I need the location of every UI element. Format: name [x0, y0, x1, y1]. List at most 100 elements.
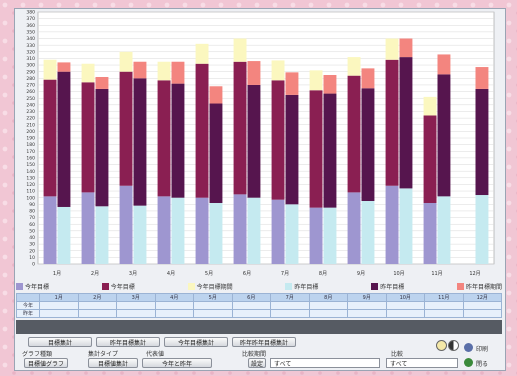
legend-label-3: 今年目標期間 [196, 283, 233, 291]
bar-target-2-6 [271, 60, 285, 81]
bar-target-1-5 [233, 61, 247, 195]
period-select[interactable]: すべて [270, 358, 380, 368]
y-tick-label-8: 80 [29, 209, 35, 215]
legend-swatch-4 [285, 282, 293, 290]
close-label[interactable]: 閉る [476, 361, 489, 368]
x-tick-label-3: 4月 [167, 271, 175, 277]
bar-target-1-4 [195, 63, 209, 198]
target-summary-button[interactable]: 目標集計 [28, 337, 92, 347]
legend-swatch-3 [187, 282, 195, 290]
print-label[interactable]: 印刷 [476, 346, 489, 353]
toggle-sun-icon[interactable] [436, 340, 447, 351]
table-cell: 3月 [116, 293, 156, 302]
target-graph-button[interactable]: 目標値グラフ [24, 358, 68, 368]
y-tick-label-28: 280 [26, 76, 35, 82]
table-cell: 2月 [77, 293, 117, 302]
bar-target-0-6 [271, 199, 285, 264]
legend-swatch-5 [371, 282, 379, 290]
table-cell: 6月 [231, 293, 271, 302]
legend-swatch-6 [456, 282, 464, 290]
table-cell [154, 309, 194, 318]
table-row: 今年 [16, 301, 502, 310]
graph-type-label: グラフ種類 [22, 351, 53, 358]
table-row-label: 今年 [16, 301, 40, 310]
table-row-label [16, 293, 40, 302]
bar-target-1-3 [157, 80, 171, 197]
y-tick-label-10: 100 [26, 195, 35, 201]
bar-actual-3-11 [475, 195, 489, 264]
y-tick-label-30: 300 [26, 63, 35, 69]
table-cell [231, 301, 271, 310]
bar-target-1-1 [81, 82, 95, 193]
table-cell: 4月 [154, 293, 194, 302]
bar-target-2-4 [195, 43, 209, 64]
bar-actual-3-1 [95, 206, 109, 264]
x-tick-label-9: 10月 [393, 271, 404, 277]
bar-actual-3-0 [57, 206, 71, 264]
legend-item-4: 昨年目標 [285, 282, 318, 291]
bar-actual-4-2 [133, 78, 147, 206]
table-cell [39, 309, 79, 318]
table-cell [424, 301, 464, 310]
bar-target-2-1 [81, 63, 95, 83]
table-cell [385, 301, 425, 310]
y-tick-label-22: 220 [26, 116, 35, 122]
bar-actual-5-6 [285, 72, 299, 95]
legend-item-5: 昨年目標 [371, 282, 404, 291]
settings-button[interactable]: 設定 [248, 358, 266, 368]
stacked-bar-chart: 0102030405060708090100110120130140150160… [26, 10, 495, 277]
y-tick-label-2: 20 [29, 248, 35, 254]
prev-year-summary-button[interactable]: 昨年昨年目標集計 [232, 337, 296, 347]
target-value-button[interactable]: 目標値集計 [88, 358, 138, 368]
this-year-summary-button[interactable]: 今年目標集計 [164, 337, 228, 347]
bar-actual-4-8 [361, 88, 375, 201]
table-cell [193, 301, 233, 310]
x-tick-label-7: 8月 [319, 271, 327, 277]
y-tick-label-5: 50 [29, 228, 35, 234]
summary-type-label: 集計タイプ [88, 351, 119, 358]
table-cell [116, 301, 156, 310]
y-tick-label-34: 340 [26, 36, 35, 42]
x-tick-label-1: 2月 [91, 271, 99, 277]
legend-swatch-1 [16, 282, 23, 290]
bar-target-0-7 [309, 207, 323, 264]
bar-actual-3-8 [361, 201, 375, 264]
y-tick-label-14: 140 [26, 169, 35, 175]
y-tick-label-38: 380 [26, 10, 35, 16]
bar-actual-5-10 [437, 54, 451, 75]
legend-label-5: 昨年目標 [380, 283, 405, 291]
year-compare-button[interactable]: 今年と昨年 [142, 358, 212, 368]
bar-actual-3-2 [133, 205, 147, 264]
x-tick-label-5: 6月 [243, 271, 251, 277]
table-scroll-area [16, 320, 502, 334]
chart-legend: 今年目標 今年目標 今年目標期間 昨年目標 昨年目標 昨年目標期間 [16, 280, 502, 292]
y-tick-label-33: 330 [26, 43, 35, 49]
close-icon[interactable] [464, 358, 473, 367]
last-year-summary-button[interactable]: 昨年目標集計 [96, 337, 160, 347]
toggle-contrast-icon[interactable] [448, 340, 459, 351]
bar-target-2-9 [385, 38, 399, 60]
x-tick-label-0: 1月 [53, 271, 61, 277]
bar-actual-5-9 [399, 38, 413, 58]
bar-actual-3-9 [399, 188, 413, 264]
table-cell: 8月 [308, 293, 348, 302]
table-cell [347, 301, 387, 310]
print-icon[interactable] [464, 343, 473, 352]
bar-actual-4-1 [95, 88, 109, 207]
bar-actual-5-3 [171, 61, 185, 84]
bar-target-0-0 [43, 196, 57, 264]
compare-select[interactable]: すべて [386, 358, 458, 368]
x-tick-label-11: 12月 [469, 271, 480, 277]
y-tick-label-18: 180 [26, 142, 35, 148]
x-tick-label-10: 11月 [431, 271, 442, 277]
legend-label-1: 今年目標 [25, 283, 50, 291]
y-tick-label-26: 260 [26, 89, 35, 95]
legend-item-1: 今年目標 [16, 282, 49, 291]
y-tick-label-31: 310 [26, 56, 35, 62]
bar-target-0-5 [233, 194, 247, 264]
table-cell [347, 309, 387, 318]
bar-target-1-6 [271, 80, 285, 200]
table-cell: 11月 [424, 293, 464, 302]
bar-actual-5-8 [361, 68, 375, 89]
bar-actual-5-0 [57, 62, 71, 72]
